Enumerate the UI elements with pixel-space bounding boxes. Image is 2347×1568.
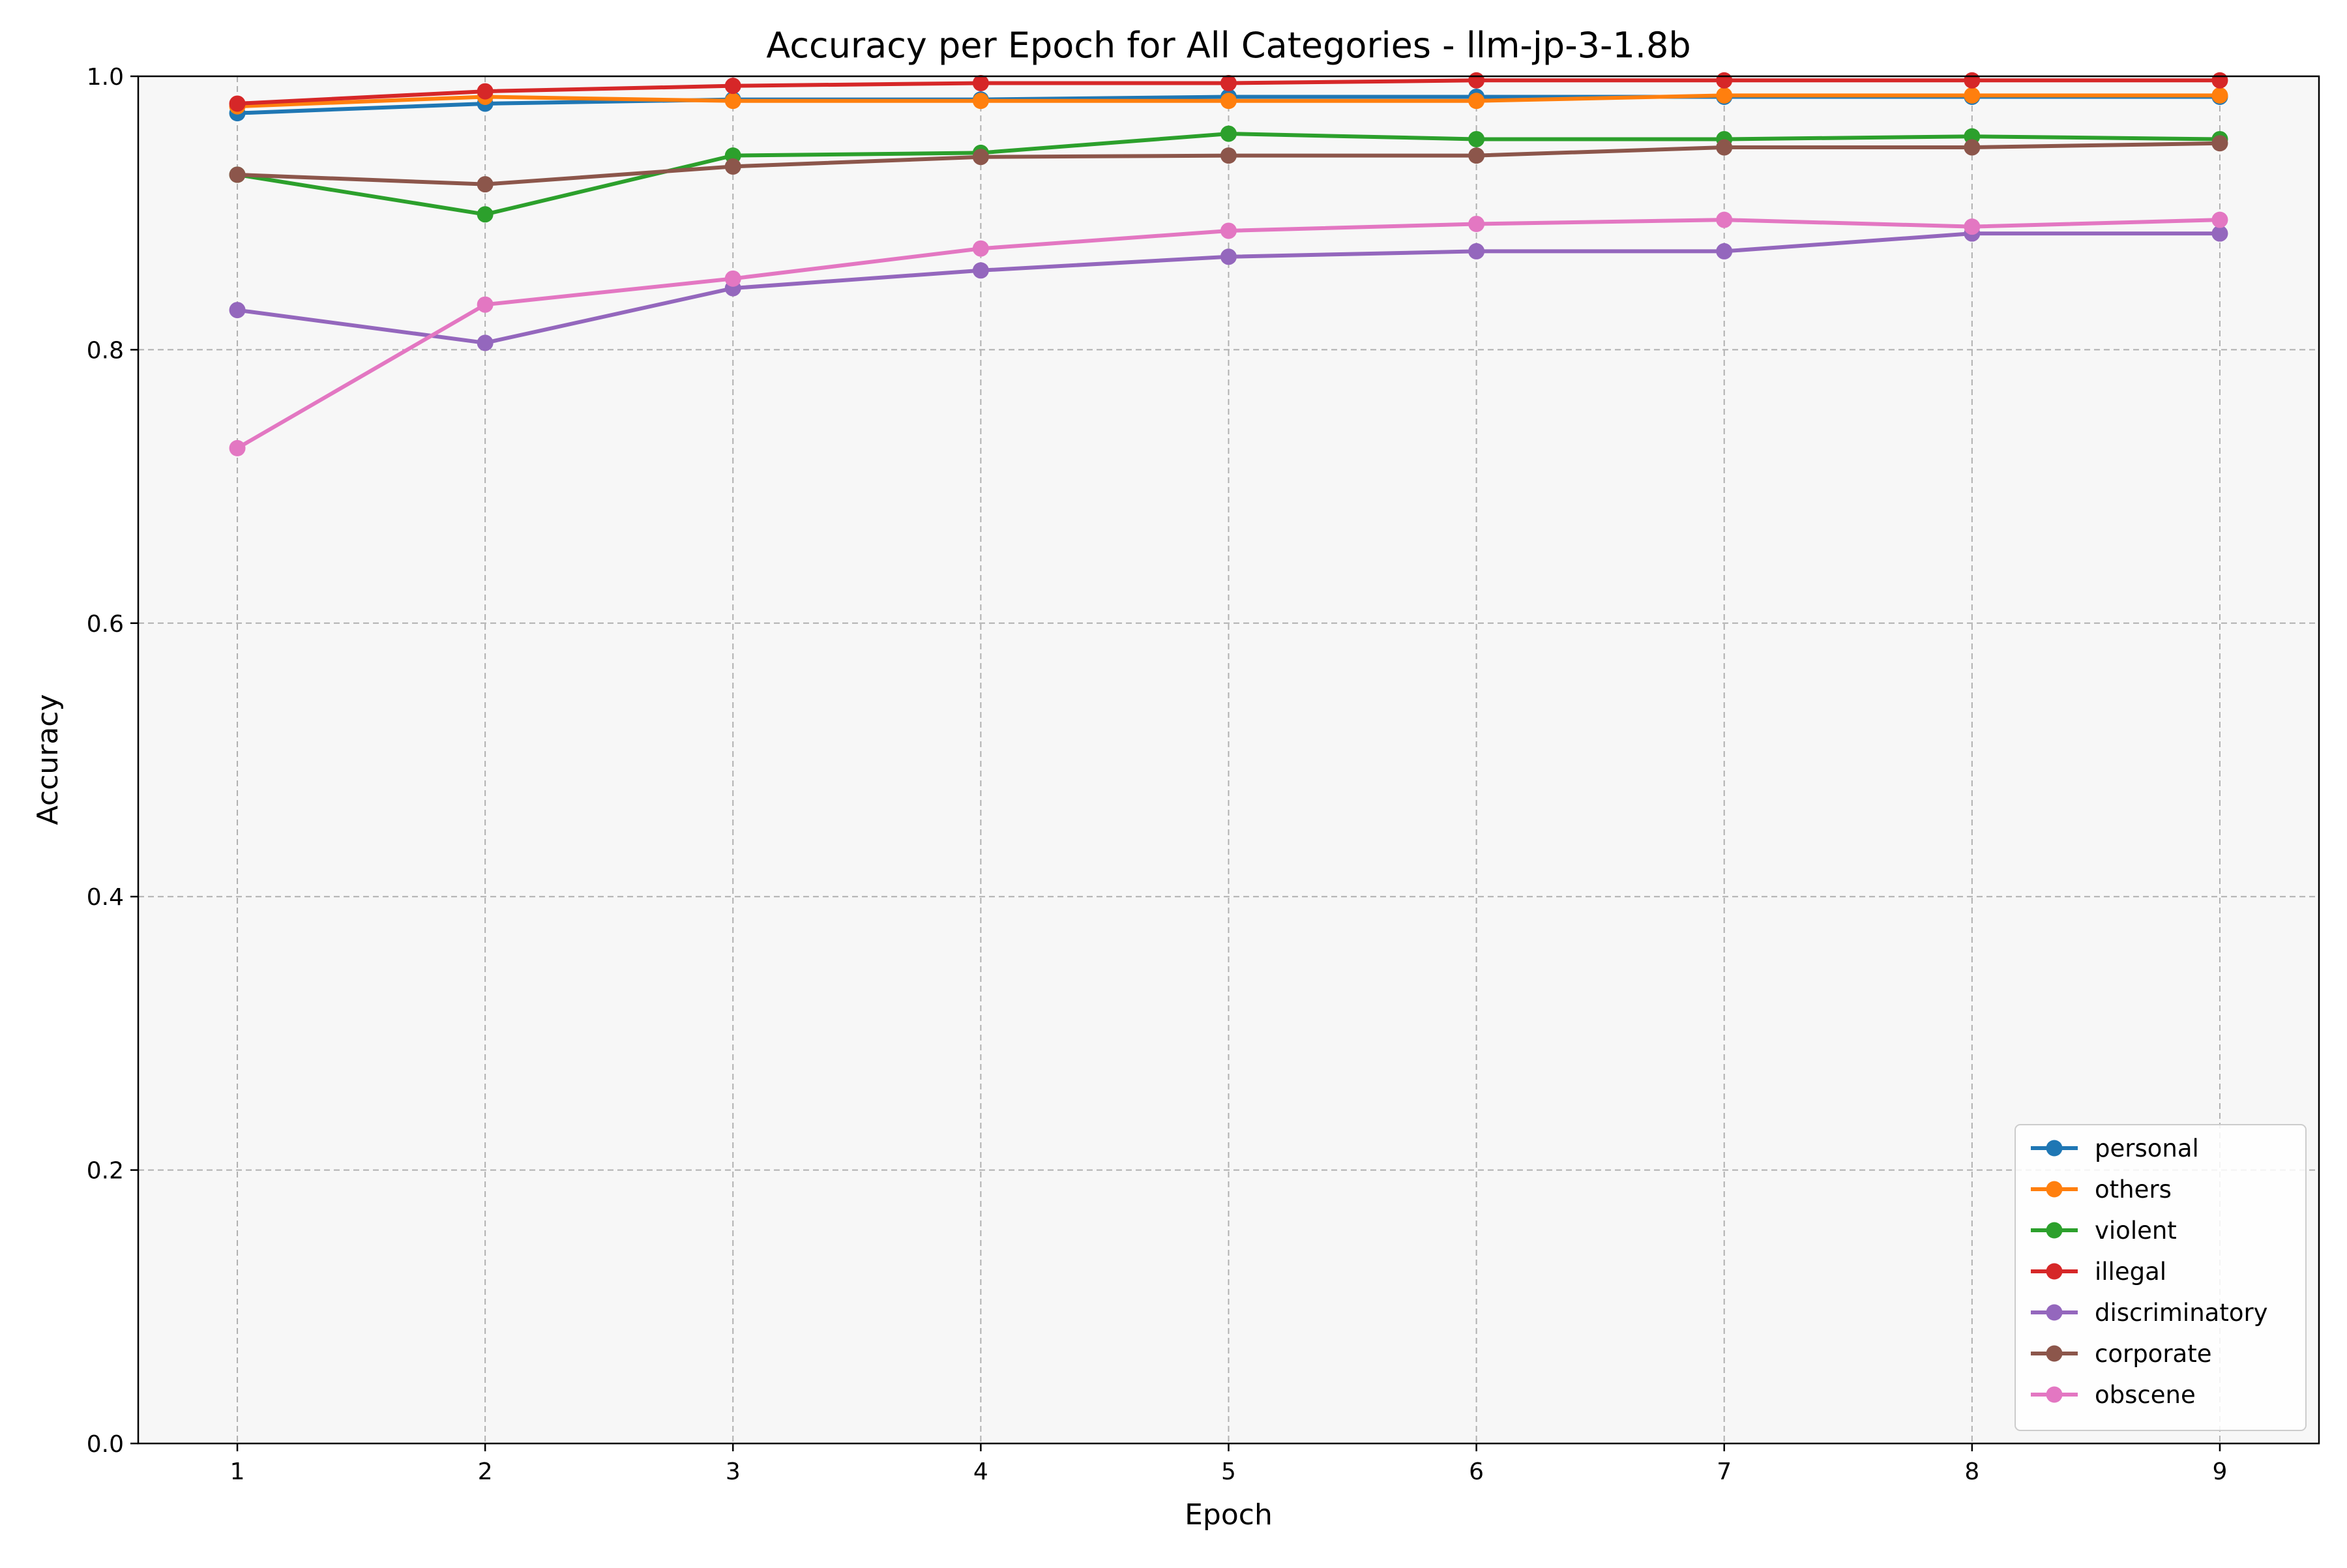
data-point-illegal [477,83,494,100]
legend-marker [2046,1263,2063,1280]
data-point-discriminatory [972,262,989,279]
y-tick-label: 0.0 [87,1431,124,1458]
legend-item: obscene [2031,1381,2196,1409]
grid-layer [138,76,2319,1443]
data-point-discriminatory [1220,248,1237,265]
data-point-obscene [1220,222,1237,239]
data-point-illegal [229,95,246,112]
data-point-corporate [1220,147,1237,164]
data-point-obscene [1716,211,1733,228]
data-point-illegal [1964,72,1981,89]
data-point-discriminatory [477,334,494,351]
y-tick-label: 0.4 [87,884,124,911]
x-tick-label: 7 [1717,1458,1732,1485]
data-point-discriminatory [1468,243,1485,259]
legend-marker [2046,1345,2063,1362]
y-axis-label: Accuracy [31,694,65,825]
data-point-illegal [1468,72,1485,89]
series-discriminatory [229,225,2228,351]
legend-label: discriminatory [2095,1299,2268,1327]
legend-marker [2046,1304,2063,1321]
x-tick-label: 2 [478,1458,493,1485]
data-point-obscene [2211,211,2228,228]
legend: personal others violent illegal discriminato… [2015,1124,2307,1431]
data-point-others [1468,93,1485,110]
data-point-corporate [724,158,741,175]
data-point-obscene [1964,218,1981,235]
y-tick-label: 0.8 [87,337,124,364]
data-point-corporate [1716,139,1733,156]
data-point-corporate [1964,139,1981,156]
data-point-obscene [229,439,246,456]
ticks-layer: 1 2 3 4 5 6 7 8 9 0.0 0.2 0.4 0.6 0.8 1.0 [87,64,2228,1485]
legend-marker [2046,1222,2063,1239]
data-point-corporate [972,149,989,166]
legend-item: illegal [2031,1258,2166,1286]
data-point-others [2211,87,2228,104]
legend-label: corporate [2095,1340,2211,1368]
series-corporate [229,135,2228,193]
data-point-corporate [2211,135,2228,152]
series-obscene [229,211,2228,456]
x-tick-label: 9 [2213,1458,2228,1485]
data-point-others [724,93,741,110]
data-point-illegal [1220,74,1237,91]
chart-title: Accuracy per Epoch for All Categories - … [766,25,1690,66]
x-tick-label: 1 [230,1458,245,1485]
data-point-illegal [1716,72,1733,89]
data-point-discriminatory [229,302,246,319]
x-tick-label: 6 [1469,1458,1484,1485]
data-point-illegal [972,74,989,91]
x-tick-label: 4 [973,1458,988,1485]
data-point-corporate [1468,147,1485,164]
data-point-violent [1220,125,1237,142]
data-point-others [1964,87,1981,104]
data-point-illegal [2211,72,2228,89]
legend-marker [2046,1181,2063,1198]
legend-label: violent [2095,1217,2177,1245]
data-point-corporate [229,166,246,183]
legend-item: violent [2031,1217,2177,1245]
legend-marker [2046,1386,2063,1403]
legend-box [2015,1124,2307,1431]
data-point-discriminatory [2211,225,2228,242]
legend-label: personal [2095,1134,2199,1162]
data-point-illegal [724,78,741,95]
legend-item: personal [2031,1134,2199,1162]
data-point-obscene [724,270,741,287]
data-point-others [1716,87,1733,104]
y-tick-label: 0.2 [87,1158,124,1185]
legend-label: illegal [2095,1258,2166,1286]
y-tick-label: 1.0 [87,64,124,91]
legend-marker [2046,1140,2063,1157]
data-point-obscene [1468,215,1485,232]
legend-item: corporate [2031,1340,2211,1368]
x-tick-label: 3 [726,1458,741,1485]
data-point-violent [477,206,494,223]
y-tick-label: 0.6 [87,611,124,638]
legend-label: others [2095,1176,2172,1204]
legend-item: discriminatory [2031,1299,2268,1327]
legend-item: others [2031,1176,2172,1204]
series-layer [229,72,2228,456]
data-point-corporate [477,176,494,193]
data-point-others [1220,93,1237,110]
legend-label: obscene [2095,1381,2196,1409]
data-point-obscene [972,240,989,257]
data-point-obscene [477,296,494,313]
x-axis-label: Epoch [1185,1498,1273,1531]
data-point-discriminatory [1716,243,1733,259]
plot-area [138,76,2319,1443]
x-tick-label: 8 [1964,1458,1979,1485]
data-point-violent [1468,130,1485,147]
x-tick-label: 5 [1221,1458,1236,1485]
data-point-others [972,93,989,110]
